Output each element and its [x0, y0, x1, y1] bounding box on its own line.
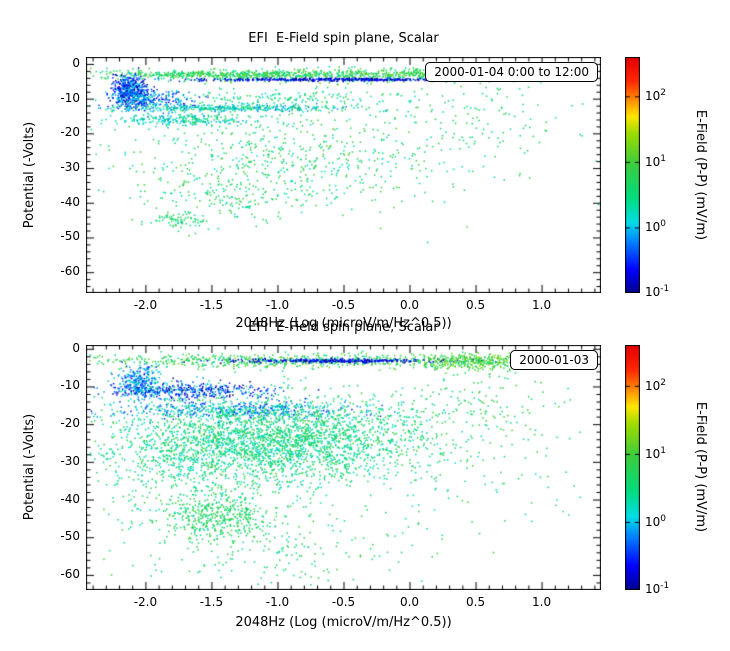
- y-tick-label: -30: [60, 453, 80, 468]
- colorbar-canvas: [625, 345, 640, 590]
- scatter-plot-canvas: [86, 57, 601, 293]
- x-tick-label: 0.0: [399, 298, 420, 312]
- x-tick-label: -1.5: [199, 298, 224, 312]
- date-range-annotation: 2000-01-04 0:00 to 12:00: [425, 62, 598, 82]
- y-tick-label: 0: [72, 55, 80, 70]
- y-tick-label: -40: [60, 194, 80, 209]
- x-tick-label: -0.5: [331, 298, 356, 312]
- chart-title: EFI E-Field spin plane, Scalar: [248, 31, 439, 46]
- x-tick-label: 0.0: [399, 595, 420, 609]
- colorbar-axis-label: E-Field (P-P) (mV/m): [693, 109, 708, 241]
- y-tick-label: -20: [60, 125, 80, 140]
- y-tick-label: -20: [60, 416, 80, 431]
- colorbar-tick-label: 101: [645, 153, 667, 169]
- colorbar-canvas: [625, 57, 640, 293]
- y-tick-label: -10: [60, 378, 80, 393]
- x-axis-label: 2048Hz (Log (microV/m/Hz^0.5)): [235, 316, 452, 331]
- y-tick-label: -50: [60, 229, 80, 244]
- colorbar-axis-label: E-Field (P-P) (mV/m): [693, 401, 708, 533]
- x-tick-label: -1.0: [265, 595, 290, 609]
- colorbar-tick-label: 102: [645, 88, 667, 104]
- colorbar-tick-label: 10-1: [645, 581, 670, 596]
- y-axis-label: Potential (-Volts): [22, 413, 37, 521]
- scatter-plot-canvas: [86, 345, 601, 590]
- colorbar-tick-label: 101: [645, 445, 667, 461]
- y-tick-label: -30: [60, 160, 80, 175]
- y-axis-label: Potential (-Volts): [22, 121, 37, 229]
- y-tick-label: 0: [72, 340, 80, 355]
- colorbar-tick-label: 100: [645, 513, 667, 529]
- colorbar-tick-label: 100: [645, 219, 667, 235]
- colorbar-tick-label: 10-1: [645, 284, 670, 299]
- date-annotation: 2000-01-03: [510, 350, 598, 370]
- chart-title: EFI E-Field spin plane, Scalar: [248, 320, 439, 335]
- x-tick-label: 1.0: [532, 595, 552, 609]
- y-tick-label: -40: [60, 491, 80, 506]
- x-tick-label: -1.0: [265, 298, 290, 312]
- x-tick-label: 0.5: [466, 298, 486, 312]
- y-tick-label: -60: [60, 566, 80, 581]
- x-axis-label: 2048Hz (Log (microV/m/Hz^0.5)): [235, 615, 452, 630]
- y-tick-label: -10: [60, 90, 80, 105]
- colorbar-tick-label: 102: [645, 377, 667, 393]
- y-tick-label: -50: [60, 529, 80, 544]
- y-tick-label: -60: [60, 264, 80, 279]
- x-tick-label: 0.5: [466, 595, 486, 609]
- x-tick-label: -1.5: [199, 595, 224, 609]
- x-tick-label: -2.0: [133, 595, 158, 609]
- x-tick-label: -0.5: [331, 595, 356, 609]
- x-tick-label: -2.0: [133, 298, 158, 312]
- x-tick-label: 1.0: [532, 298, 552, 312]
